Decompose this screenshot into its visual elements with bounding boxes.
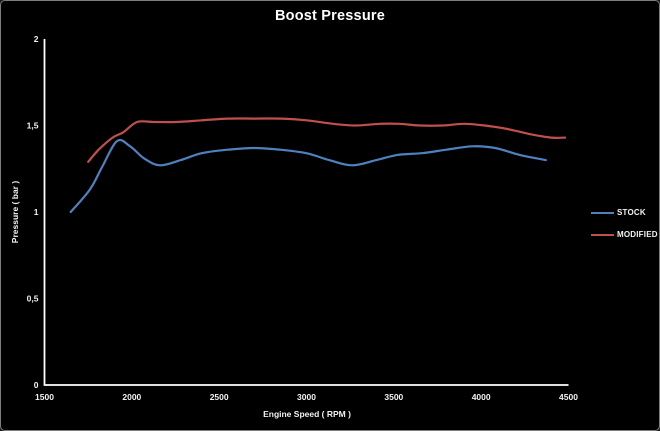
legend-label-stock: STOCK [617, 208, 646, 217]
legend-swatch-modified [591, 233, 614, 236]
legend-label-modified: MODIFIED [617, 230, 658, 239]
y-tick-label: 0 [34, 380, 39, 390]
legend: STOCK MODIFIED [591, 208, 658, 239]
modified-line [87, 117, 567, 163]
legend-item-stock: STOCK [591, 208, 658, 217]
legend-item-modified: MODIFIED [591, 230, 658, 239]
x-tick-label: 3500 [384, 392, 403, 402]
stock-line [69, 138, 547, 214]
chart-title: Boost Pressure [275, 8, 385, 24]
x-tick-label: 4500 [559, 392, 578, 402]
x-tick-label: 1500 [35, 392, 54, 402]
y-tick-label: 2 [34, 34, 39, 44]
x-tick-label: 2000 [122, 392, 141, 402]
x-tick-label: 3000 [297, 392, 316, 402]
y-tick-label: 1 [34, 207, 39, 217]
legend-swatch-stock [591, 211, 614, 214]
x-tick-label: 2500 [210, 392, 229, 402]
x-axis-title: Engine Speed ( RPM ) [263, 409, 351, 419]
axis-lines [43, 39, 569, 386]
y-axis-title: Pressure ( bar ) [10, 180, 20, 244]
x-tick-label: 4000 [472, 392, 491, 402]
y-tick-label: 1,5 [27, 121, 39, 131]
y-tick-label: 0,5 [27, 294, 39, 304]
